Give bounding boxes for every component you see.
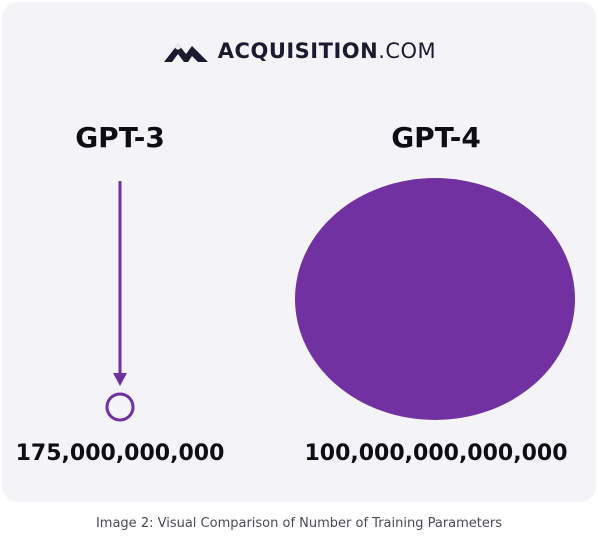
mountain-logo-icon: [163, 44, 208, 62]
gpt3-circle: [105, 392, 135, 422]
gpt3-label: GPT-3: [75, 121, 165, 154]
gpt3-parameter-count: 175,000,000,000: [15, 441, 225, 466]
brand-header: ACQUISITION.COM: [0, 38, 598, 64]
figure-caption: Image 2: Visual Comparison of Number of …: [95, 516, 503, 531]
brand-wordmark: ACQUISITION.COM: [218, 39, 436, 63]
gpt4-parameter-count: 100,000,000,000,000: [304, 441, 568, 466]
gpt4-circle: [295, 178, 575, 420]
pointer-arrow-head-icon: [113, 373, 127, 386]
brand-tld: .COM: [378, 39, 437, 63]
gpt4-label: GPT-4: [391, 121, 481, 154]
brand-name: ACQUISITION: [217, 39, 379, 63]
